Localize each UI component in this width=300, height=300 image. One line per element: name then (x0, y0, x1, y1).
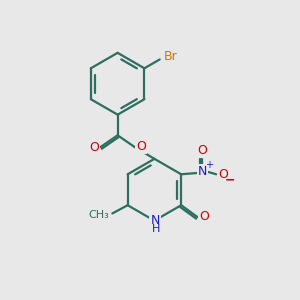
Text: O: O (218, 168, 228, 181)
Text: O: O (136, 140, 146, 153)
Text: N: N (198, 165, 207, 178)
Text: +: + (205, 160, 213, 170)
Text: O: O (199, 211, 209, 224)
Text: −: − (224, 173, 235, 186)
Text: CH₃: CH₃ (88, 210, 110, 220)
Text: Br: Br (164, 50, 177, 63)
Text: O: O (89, 141, 99, 154)
Text: N: N (150, 214, 160, 226)
Text: H: H (152, 224, 160, 235)
Text: O: O (197, 144, 207, 157)
